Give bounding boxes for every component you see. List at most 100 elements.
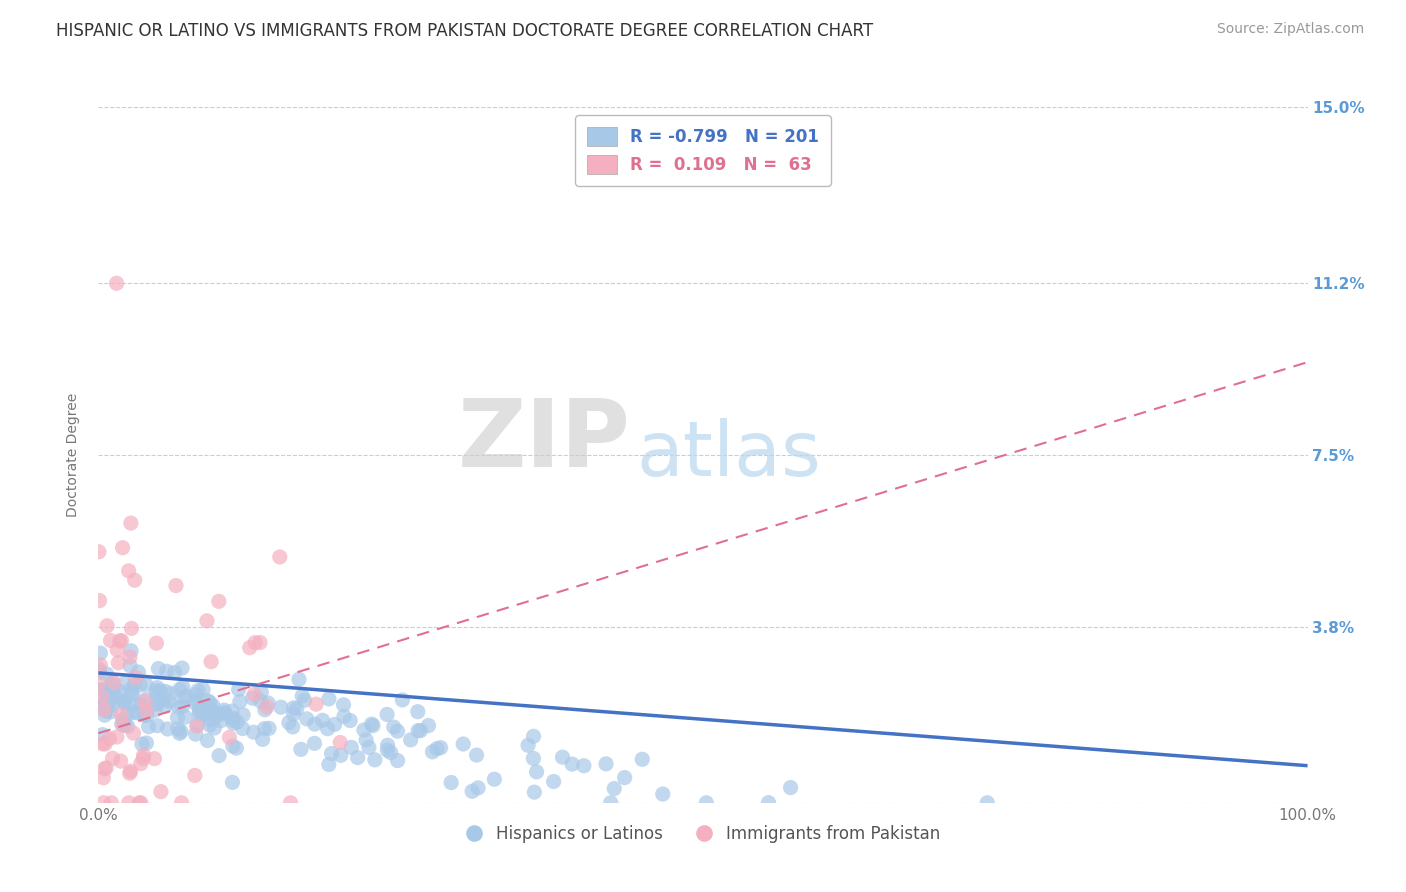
Point (114, 696, 136, 710)
Point (174, 710, 197, 724)
Point (173, 690, 195, 705)
Point (128, 796, 150, 810)
Point (214, 706, 236, 720)
Point (129, 756, 152, 771)
Text: Source: ZipAtlas.com: Source: ZipAtlas.com (1216, 22, 1364, 37)
Point (186, 719, 208, 733)
Point (120, 516, 142, 530)
Point (257, 696, 280, 710)
Point (418, 718, 440, 732)
Point (138, 720, 160, 734)
Point (195, 693, 218, 707)
Point (91, 690, 114, 705)
Point (111, 541, 134, 555)
Point (212, 703, 235, 717)
Point (429, 740, 451, 755)
Point (361, 718, 384, 732)
Point (188, 702, 211, 716)
Point (87, 545, 110, 559)
Point (451, 737, 474, 751)
Point (409, 723, 432, 738)
Point (97, 695, 120, 709)
Point (135, 692, 157, 706)
Point (758, 796, 780, 810)
Point (543, 774, 565, 789)
Point (484, 772, 506, 787)
Point (91, 682, 114, 697)
Point (198, 718, 221, 732)
Point (103, 675, 125, 690)
Point (174, 689, 197, 703)
Point (218, 731, 240, 745)
Point (249, 694, 271, 708)
Point (375, 707, 398, 722)
Point (118, 650, 141, 665)
Point (112, 695, 135, 709)
Point (94, 704, 117, 718)
Point (89, 683, 111, 698)
Point (132, 752, 155, 766)
Point (200, 655, 222, 669)
Point (146, 696, 169, 710)
Point (108, 684, 131, 698)
Point (117, 719, 139, 733)
Point (387, 724, 409, 739)
Point (522, 729, 544, 743)
Point (100, 633, 122, 648)
Point (107, 656, 129, 670)
Point (112, 713, 135, 727)
Point (166, 710, 188, 724)
Point (294, 693, 316, 707)
Point (163, 665, 186, 680)
Point (242, 725, 264, 739)
Point (132, 748, 155, 763)
Point (122, 726, 145, 740)
Point (329, 748, 352, 763)
Point (156, 722, 179, 736)
Point (143, 703, 166, 717)
Point (91, 728, 114, 742)
Point (364, 753, 387, 767)
Point (143, 751, 166, 765)
Point (346, 750, 368, 764)
Point (93, 771, 115, 785)
Point (101, 675, 124, 690)
Point (209, 714, 232, 728)
Point (695, 796, 717, 810)
Point (269, 549, 291, 564)
Point (129, 698, 152, 712)
Point (186, 718, 208, 732)
Point (225, 741, 247, 756)
Point (290, 742, 312, 756)
Point (250, 685, 273, 699)
Point (172, 680, 194, 694)
Point (127, 706, 149, 720)
Point (242, 691, 264, 706)
Point (354, 733, 377, 747)
Point (976, 796, 998, 810)
Point (195, 614, 218, 628)
Point (105, 643, 128, 657)
Point (779, 780, 801, 795)
Point (465, 748, 488, 763)
Point (285, 701, 308, 715)
Point (305, 697, 328, 711)
Point (572, 758, 595, 772)
Point (283, 701, 305, 715)
Y-axis label: Doctorate Degree: Doctorate Degree (66, 392, 80, 517)
Point (184, 768, 207, 782)
Point (205, 707, 228, 722)
Point (94, 737, 117, 751)
Point (197, 733, 219, 747)
Point (523, 785, 546, 799)
Point (191, 682, 214, 697)
Point (239, 640, 262, 655)
Point (96, 619, 118, 633)
Point (406, 723, 429, 738)
Point (118, 796, 141, 810)
Point (131, 737, 153, 751)
Point (101, 698, 124, 712)
Point (118, 766, 141, 780)
Point (221, 713, 243, 727)
Point (105, 730, 128, 744)
